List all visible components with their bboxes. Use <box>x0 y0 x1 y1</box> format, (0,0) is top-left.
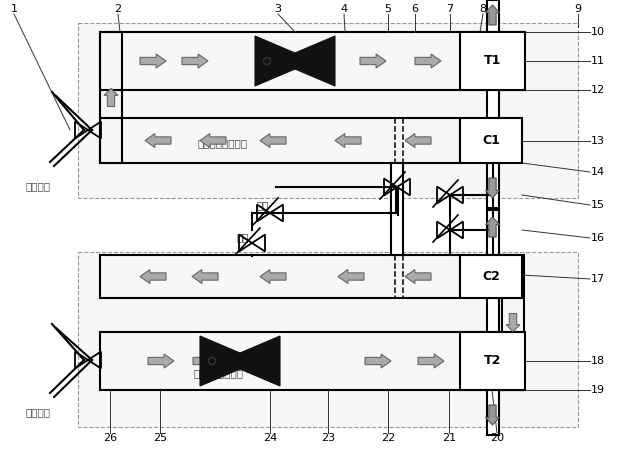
Text: 大气: 大气 <box>257 200 269 210</box>
Bar <box>460 118 522 163</box>
Polygon shape <box>140 269 166 283</box>
Bar <box>487 0 498 32</box>
Polygon shape <box>182 54 208 68</box>
Bar <box>487 210 498 255</box>
Polygon shape <box>485 5 500 25</box>
Bar <box>487 298 498 332</box>
Polygon shape <box>485 178 500 198</box>
Text: T2: T2 <box>484 355 501 367</box>
Text: 大气: 大气 <box>236 232 249 242</box>
Text: 13: 13 <box>591 136 605 146</box>
Polygon shape <box>192 269 218 283</box>
Text: 25: 25 <box>153 433 167 443</box>
Text: T1: T1 <box>484 54 501 67</box>
Bar <box>78 23 578 198</box>
Text: C2: C2 <box>482 270 500 283</box>
Polygon shape <box>193 354 219 368</box>
Polygon shape <box>200 133 226 148</box>
Text: 17: 17 <box>591 274 605 284</box>
Polygon shape <box>405 133 431 148</box>
Text: 7: 7 <box>446 4 454 14</box>
Polygon shape <box>405 269 431 283</box>
Polygon shape <box>255 36 295 86</box>
Polygon shape <box>506 313 520 331</box>
Polygon shape <box>260 133 286 148</box>
Text: 10: 10 <box>591 27 605 37</box>
Text: 5: 5 <box>384 4 391 14</box>
Bar <box>502 255 524 390</box>
Polygon shape <box>365 354 391 368</box>
Text: 21: 21 <box>442 433 456 443</box>
Text: 4: 4 <box>340 4 347 14</box>
Bar <box>460 32 525 90</box>
Text: 12: 12 <box>591 85 605 95</box>
Text: C1: C1 <box>482 134 500 147</box>
Text: 1: 1 <box>11 4 17 14</box>
Polygon shape <box>148 354 174 368</box>
Bar <box>100 32 122 163</box>
Text: 24: 24 <box>263 433 277 443</box>
Text: 6: 6 <box>412 4 418 14</box>
Text: 15: 15 <box>591 200 605 210</box>
Polygon shape <box>104 88 118 106</box>
Text: 14: 14 <box>591 167 605 177</box>
Polygon shape <box>140 54 166 68</box>
Text: 19: 19 <box>591 385 605 395</box>
Polygon shape <box>145 133 171 148</box>
Polygon shape <box>295 36 335 86</box>
Text: 9: 9 <box>574 4 582 14</box>
Polygon shape <box>240 336 280 386</box>
Bar <box>100 332 524 390</box>
Text: 8: 8 <box>480 4 487 14</box>
Text: 3: 3 <box>274 4 282 14</box>
Polygon shape <box>338 269 364 283</box>
Bar <box>391 163 403 255</box>
Text: 第一自循环试验台: 第一自循环试验台 <box>197 138 247 148</box>
Bar <box>100 32 524 90</box>
Bar <box>487 163 498 208</box>
Polygon shape <box>360 54 386 68</box>
Bar <box>100 118 460 163</box>
Text: 26: 26 <box>103 433 117 443</box>
Polygon shape <box>415 54 441 68</box>
Text: 20: 20 <box>490 433 504 443</box>
Text: 23: 23 <box>321 433 335 443</box>
Text: 22: 22 <box>381 433 395 443</box>
Bar <box>460 255 522 298</box>
Text: 第二自循环试验台: 第二自循环试验台 <box>193 368 243 378</box>
Text: 18: 18 <box>591 356 605 366</box>
Polygon shape <box>200 336 240 386</box>
Polygon shape <box>485 405 500 425</box>
Bar <box>100 255 460 298</box>
Polygon shape <box>335 133 361 148</box>
Bar <box>460 332 525 390</box>
Text: 11: 11 <box>591 56 605 66</box>
Text: 2: 2 <box>115 4 121 14</box>
Polygon shape <box>485 217 500 237</box>
Text: 气源进气: 气源进气 <box>25 181 51 191</box>
Text: 16: 16 <box>591 233 605 243</box>
Polygon shape <box>260 269 286 283</box>
Polygon shape <box>418 354 444 368</box>
Bar <box>487 390 498 435</box>
Bar <box>487 90 498 118</box>
Text: 气源进气: 气源进气 <box>25 407 51 417</box>
Bar <box>78 252 578 427</box>
